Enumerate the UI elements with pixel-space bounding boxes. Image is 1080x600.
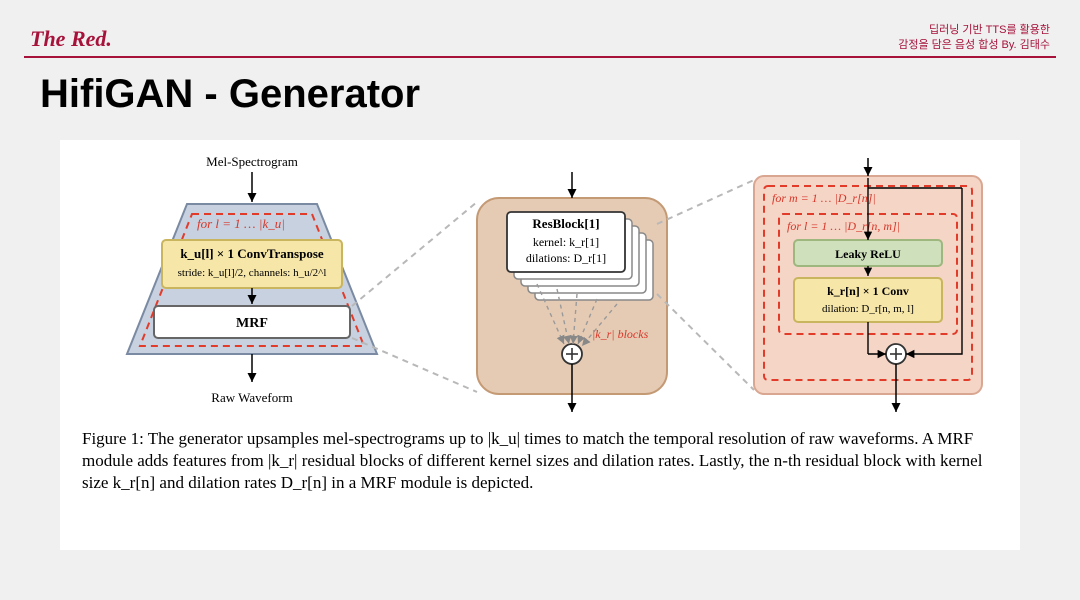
kr-blocks-label: |k_r| blocks <box>592 327 649 341</box>
figure-panel: Mel-Spectrogram for l = 1 … |k_u| k_u[l]… <box>60 140 1020 550</box>
header-divider <box>24 56 1056 58</box>
left-for-text: for l = 1 … |k_u| <box>197 216 285 231</box>
convtranspose-title: k_u[l] × 1 ConvTranspose <box>180 246 324 261</box>
right-conv-title: k_r[n] × 1 Conv <box>827 284 909 298</box>
resblock-kernel: kernel: k_r[1] <box>533 235 599 249</box>
mel-label: Mel-Spectrogram <box>206 154 298 169</box>
figure-caption: Figure 1: The generator upsamples mel-sp… <box>82 424 998 493</box>
header-line-2: 감정을 담은 음성 합성 By. 김태수 <box>898 38 1050 52</box>
header-meta: 딥러닝 기반 TTS를 활용한 감정을 담은 음성 합성 By. 김태수 <box>898 23 1050 52</box>
right-conv-sub: dilation: D_r[n, m, l] <box>822 303 914 315</box>
right-outer-for: for m = 1 … |D_r[n]| <box>772 191 876 205</box>
slide-title: HifiGAN - Generator <box>40 72 420 117</box>
leaky-relu-label: Leaky ReLU <box>835 247 901 261</box>
resblock-dilations: dilations: D_r[1] <box>526 251 606 265</box>
header-line-1: 딥러닝 기반 TTS를 활용한 <box>898 23 1050 37</box>
architecture-diagram: Mel-Spectrogram for l = 1 … |k_u| k_u[l]… <box>82 154 998 424</box>
raw-waveform-label: Raw Waveform <box>211 390 292 405</box>
slide-header: The Red. 딥러닝 기반 TTS를 활용한 감정을 담은 음성 합성 By… <box>0 0 1080 56</box>
mrf-label: MRF <box>236 316 268 331</box>
right-inner-for: for l = 1 … |D_r[n, m]| <box>787 219 900 233</box>
logo: The Red. <box>30 26 112 52</box>
convtranspose-sub: stride: k_u[l]/2, channels: h_u/2^l <box>178 267 327 279</box>
resblock-title: ResBlock[1] <box>532 216 599 231</box>
